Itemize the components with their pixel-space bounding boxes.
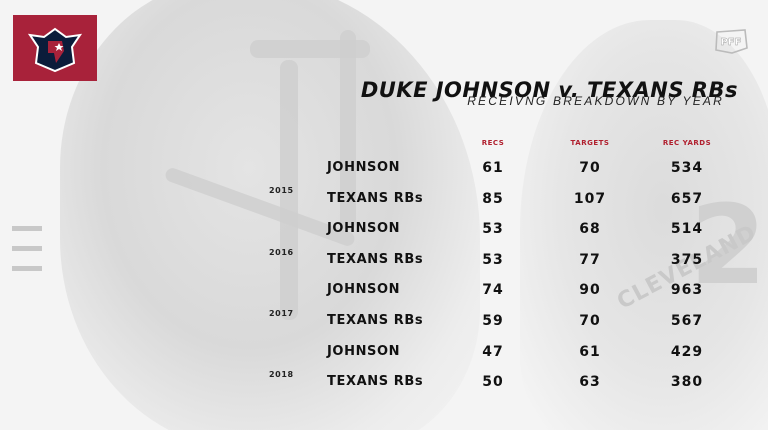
recs-cell: 59 <box>482 313 504 329</box>
facemask-bar <box>340 30 356 230</box>
column-header-rec-yards: REC YARDS <box>662 139 712 147</box>
rec-yards-cell: 657 <box>670 190 704 207</box>
helmet-stripe <box>12 246 42 251</box>
targets-cell: 63 <box>579 374 601 391</box>
recs-cell: 61 <box>482 160 504 176</box>
player-name-cell: JOHNSON <box>327 343 401 359</box>
recs-cell: 53 <box>482 221 504 238</box>
rec-yards-cell: 567 <box>670 313 704 329</box>
table-row: TEXANS RBs 53 77 375 <box>0 252 768 272</box>
column-header-targets: TARGETS <box>570 139 610 147</box>
year-label: 2015 <box>269 186 294 196</box>
table-row: JOHNSON 74 90 963 <box>0 282 768 302</box>
player-name-cell: JOHNSON <box>327 221 401 237</box>
table-row: TEXANS RBs 85 107 657 <box>0 191 768 211</box>
texans-logo-icon <box>27 27 83 73</box>
player-name-cell: JOHNSON <box>327 160 401 175</box>
targets-cell: 68 <box>579 221 601 238</box>
pff-logo: PFF <box>714 28 748 54</box>
recs-cell: 85 <box>482 190 504 207</box>
helmet-stripe <box>12 266 42 271</box>
recs-cell: 74 <box>482 282 504 299</box>
player-name-cell: JOHNSON <box>327 282 401 298</box>
targets-cell: 70 <box>579 313 601 329</box>
table-row: JOHNSON 53 68 514 <box>0 221 768 241</box>
pff-logo-icon: PFF <box>715 29 748 54</box>
targets-cell: 70 <box>579 160 601 176</box>
player-name-cell: TEXANS RBs <box>327 313 424 328</box>
player-name-cell: TEXANS RBs <box>327 374 424 390</box>
rec-yards-cell: 534 <box>670 160 704 176</box>
table-row: JOHNSON 61 70 534 <box>0 160 768 180</box>
rec-yards-cell: 380 <box>670 374 704 391</box>
rec-yards-cell: 963 <box>670 282 704 299</box>
page-title: DUKE JOHNSON v. TEXANS RBs <box>360 78 738 102</box>
jersey-number: 29 <box>690 181 768 309</box>
targets-cell: 61 <box>579 343 601 360</box>
page-subtitle: RECEIVNG BREAKDOWN BY YEAR <box>467 94 724 108</box>
year-label: 2017 <box>269 308 294 318</box>
targets-cell: 90 <box>579 282 601 299</box>
facemask-bar <box>280 60 298 320</box>
rec-yards-cell: 375 <box>670 251 704 268</box>
helmet-stripe <box>12 226 42 231</box>
player-name-cell: TEXANS RBs <box>327 251 424 267</box>
recs-cell: 47 <box>482 343 504 360</box>
table-row: TEXANS RBs 59 70 567 <box>0 313 768 333</box>
recs-cell: 50 <box>482 374 504 391</box>
player-image <box>520 20 768 430</box>
rec-yards-cell: 429 <box>670 343 704 360</box>
team-logo <box>13 15 97 81</box>
targets-cell: 77 <box>579 251 601 268</box>
year-label: 2016 <box>269 247 294 257</box>
year-label: 2018 <box>269 369 294 379</box>
table-row: TEXANS RBs 50 63 380 <box>0 374 768 394</box>
targets-cell: 107 <box>573 190 607 207</box>
svg-text:PFF: PFF <box>721 37 742 48</box>
player-name-cell: TEXANS RBs <box>327 190 424 206</box>
rec-yards-cell: 514 <box>670 221 704 238</box>
recs-cell: 53 <box>482 251 504 268</box>
table-row: JOHNSON 47 61 429 <box>0 344 768 364</box>
column-header-recs: RECS <box>481 139 505 147</box>
